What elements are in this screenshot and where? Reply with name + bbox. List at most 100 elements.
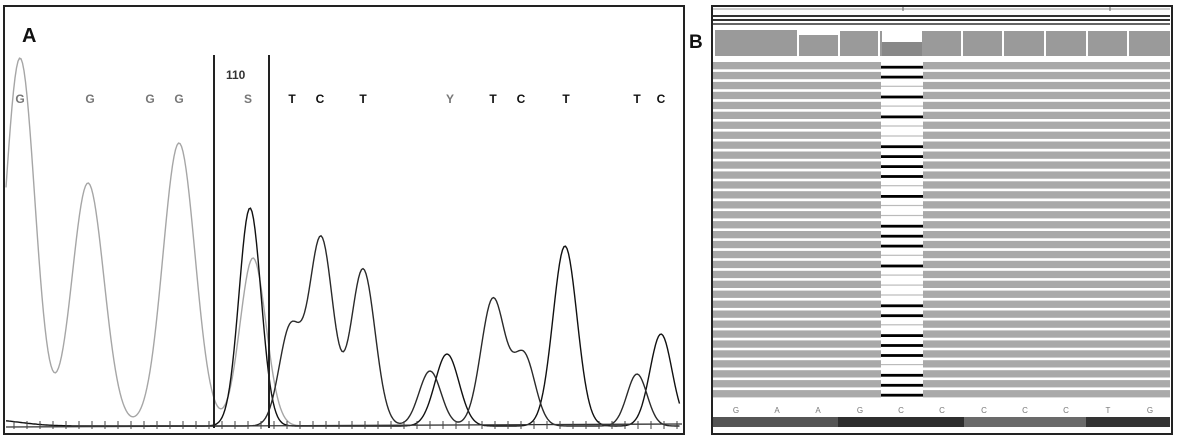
panel-a-label: A	[22, 25, 36, 47]
base-call: C	[657, 92, 666, 106]
variant-mark	[881, 65, 923, 69]
read-row	[713, 320, 1170, 328]
variant-mark	[881, 195, 923, 198]
read-row	[713, 161, 1170, 169]
read-row	[713, 350, 1170, 358]
variant-mark	[881, 234, 923, 238]
coverage-bar	[882, 42, 922, 56]
variant-mark	[881, 145, 923, 149]
variant-mark	[881, 105, 923, 107]
read-row	[713, 221, 1170, 229]
base-call: S	[244, 92, 252, 106]
variant-background	[881, 60, 923, 400]
base-call: C	[517, 92, 526, 106]
variant-mark	[881, 284, 923, 286]
coverage-bar	[922, 31, 961, 56]
read-row	[713, 290, 1170, 298]
reference-base: G	[857, 406, 863, 415]
variant-mark	[881, 224, 923, 228]
reference-base: G	[1147, 406, 1153, 415]
variant-mark	[881, 364, 923, 366]
variant-mark	[881, 115, 923, 119]
read-row	[713, 62, 1170, 70]
base-call: C	[316, 92, 325, 106]
variant-mark	[881, 75, 923, 79]
read-row	[713, 151, 1170, 159]
base-call: T	[562, 92, 570, 106]
read-row	[713, 380, 1170, 388]
variant-mark	[881, 175, 923, 178]
read-row	[713, 101, 1170, 110]
coverage-bar	[1046, 31, 1086, 56]
base-call: T	[633, 92, 641, 106]
read-row	[713, 81, 1170, 90]
variant-mark	[881, 155, 923, 158]
variant-column	[881, 60, 923, 400]
read-row	[713, 171, 1170, 179]
variant-mark	[881, 294, 923, 296]
trace-g	[5, 57, 301, 427]
position-marker-label: 110	[226, 68, 246, 82]
reference-base: A	[815, 406, 821, 415]
read-row	[713, 240, 1170, 249]
read-row	[713, 390, 1170, 398]
variant-mark	[881, 274, 923, 276]
variant-mark	[881, 264, 923, 268]
reference-base: C	[939, 406, 945, 415]
read-row	[713, 231, 1170, 239]
baseline-line	[5, 423, 683, 428]
coverage-bar	[963, 31, 1002, 56]
coverage-track	[715, 30, 1170, 56]
read-row	[713, 141, 1170, 149]
coverage-bar	[1088, 31, 1127, 56]
base-call: G	[145, 92, 154, 106]
variant-mark	[881, 214, 923, 217]
read-row	[713, 280, 1170, 288]
panel-b-frame	[711, 5, 1173, 435]
reference-base: T	[1106, 406, 1111, 415]
read-row	[713, 181, 1170, 189]
sequence-bar-segment	[1086, 417, 1170, 427]
base-call: T	[288, 92, 296, 106]
reference-base: C	[898, 406, 904, 415]
variant-mark	[881, 334, 923, 337]
variant-mark	[881, 344, 923, 347]
coverage-bar	[1004, 31, 1044, 56]
read-row	[713, 310, 1170, 318]
viewer-background	[712, 6, 1172, 434]
coverage-bar	[840, 31, 878, 56]
variant-mark	[881, 135, 923, 137]
reference-base: C	[981, 406, 987, 415]
reference-base: G	[733, 406, 739, 415]
read-row	[713, 211, 1170, 219]
panel-b-label: B	[689, 32, 703, 53]
coverage-bar	[882, 30, 922, 42]
read-rows	[713, 62, 1170, 398]
read-row	[713, 201, 1170, 209]
variant-mark	[881, 254, 923, 256]
panel-a-frame	[3, 5, 685, 435]
sequence-bar-segment	[838, 417, 964, 427]
variant-mark	[881, 95, 923, 99]
base-call: T	[489, 92, 497, 106]
variant-mark	[881, 324, 923, 326]
base-call: G	[85, 92, 94, 106]
variant-mark	[881, 165, 923, 168]
variant-mark	[881, 373, 923, 377]
reference-base: C	[1022, 406, 1028, 415]
chromatogram-baseline	[5, 421, 683, 429]
read-row	[713, 370, 1170, 378]
reference-base: A	[774, 406, 780, 415]
read-row	[713, 250, 1170, 259]
base-call: G	[174, 92, 183, 106]
variant-mark	[881, 383, 923, 387]
reference-base: C	[1063, 406, 1069, 415]
coverage-bar	[799, 35, 838, 56]
base-call: G	[15, 92, 24, 106]
sequence-bar-segment	[964, 417, 1086, 427]
variant-mark	[881, 304, 923, 308]
